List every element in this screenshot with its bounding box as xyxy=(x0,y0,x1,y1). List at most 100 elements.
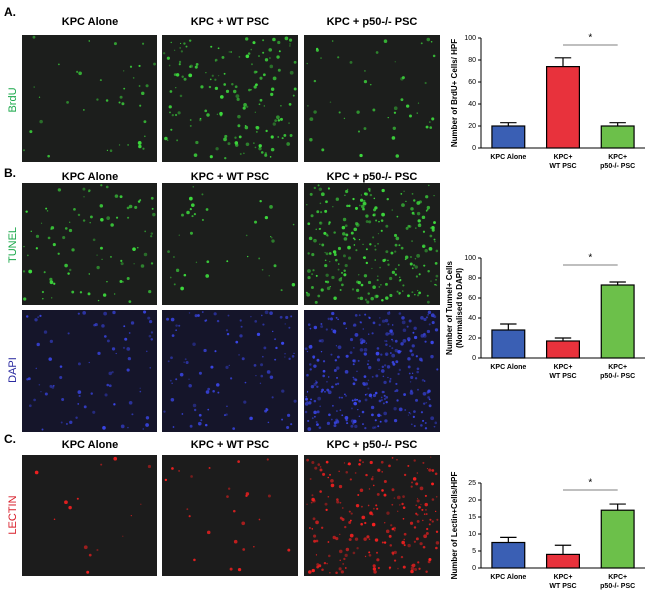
cell-dot xyxy=(254,220,258,224)
cell-dot xyxy=(413,459,416,462)
cell-dot xyxy=(333,253,337,257)
cell-dot xyxy=(358,463,361,466)
cell-dot xyxy=(401,203,405,207)
cell-dot xyxy=(106,280,108,283)
cell-dot xyxy=(88,273,91,275)
cell-dot xyxy=(230,51,233,53)
cell-dot xyxy=(376,358,381,362)
cell-dot xyxy=(313,110,317,114)
cell-dot xyxy=(313,79,317,83)
cell-dot xyxy=(370,296,374,301)
cell-dot xyxy=(179,47,181,49)
cell-dot xyxy=(122,346,126,349)
cell-dot xyxy=(408,319,412,323)
cell-dot xyxy=(188,378,190,380)
cell-dot xyxy=(272,37,276,42)
cell-dot xyxy=(237,460,240,463)
cell-dot xyxy=(96,265,100,270)
cell-dot xyxy=(384,419,388,423)
cell-dot xyxy=(253,142,255,144)
cell-dot xyxy=(348,538,352,542)
cell-dot xyxy=(324,259,327,262)
cell-dot xyxy=(129,65,133,68)
cell-dot xyxy=(327,376,330,378)
cell-dot xyxy=(331,40,334,42)
cell-dot xyxy=(352,363,355,366)
cell-dot xyxy=(394,243,398,247)
cell-dot xyxy=(170,398,175,402)
cell-dot xyxy=(119,195,123,199)
cell-dot xyxy=(401,320,406,325)
cell-dot xyxy=(292,223,295,226)
cell-dot xyxy=(284,323,286,325)
cell-dot xyxy=(326,381,328,383)
cell-dot xyxy=(26,254,29,257)
cell-dot xyxy=(409,262,413,266)
cell-dot xyxy=(316,410,320,414)
cell-dot xyxy=(336,366,340,370)
cell-dot xyxy=(192,403,197,408)
cell-dot xyxy=(425,531,429,535)
cell-dot xyxy=(146,350,148,353)
cell-dot xyxy=(401,540,406,545)
cell-dot xyxy=(337,56,340,59)
cell-dot xyxy=(67,272,70,275)
cell-dot xyxy=(383,480,387,484)
cell-dot xyxy=(380,396,383,399)
cell-dot xyxy=(361,410,365,414)
cell-dot xyxy=(33,86,35,88)
cell-dot xyxy=(352,376,354,378)
cell-dot xyxy=(290,315,293,318)
x-tick-label: p50-/- PSC xyxy=(600,373,635,380)
cell-dot xyxy=(188,73,193,78)
cell-dot xyxy=(387,259,389,262)
cell-dot xyxy=(49,384,53,388)
cell-dot xyxy=(435,495,438,498)
cell-dot xyxy=(391,209,394,211)
cell-dot xyxy=(323,231,327,235)
cell-dot xyxy=(52,384,55,387)
cell-dot xyxy=(205,319,208,321)
cell-dot xyxy=(124,337,128,341)
cell-dot xyxy=(360,283,364,287)
cell-dot xyxy=(419,357,423,362)
cell-dot xyxy=(398,291,401,295)
cell-dot xyxy=(318,426,322,430)
y-tick-label: 15 xyxy=(468,514,476,521)
cell-dot xyxy=(435,530,439,533)
cell-dot xyxy=(352,551,356,555)
y-tick-label: 0 xyxy=(472,145,476,152)
cell-dot xyxy=(342,232,346,236)
y-tick-label: 100 xyxy=(464,255,476,262)
cell-dot xyxy=(171,113,174,117)
cell-dot xyxy=(358,459,362,462)
cell-dot xyxy=(385,282,388,286)
cell-dot xyxy=(198,371,202,375)
cell-dot xyxy=(337,382,340,385)
cell-dot xyxy=(309,327,312,330)
cell-dot xyxy=(326,286,331,291)
cell-dot xyxy=(225,365,229,370)
cell-dot xyxy=(398,312,402,315)
cell-dot xyxy=(193,408,197,412)
cell-dot xyxy=(386,511,390,515)
cell-dot xyxy=(284,36,289,41)
cell-dot xyxy=(178,63,181,66)
cell-dot xyxy=(424,340,427,343)
cell-dot xyxy=(314,415,316,418)
cell-dot xyxy=(377,425,380,428)
cell-dot xyxy=(291,282,296,287)
cell-dot xyxy=(45,207,48,210)
cell-dot xyxy=(313,539,317,543)
cell-dot xyxy=(428,404,432,408)
cell-dot xyxy=(245,142,250,147)
cell-dot xyxy=(417,219,421,223)
cell-dot xyxy=(289,43,291,45)
cell-dot xyxy=(47,154,50,158)
cell-dot xyxy=(363,375,367,378)
cell-dot xyxy=(416,211,421,216)
cell-dot xyxy=(304,347,308,351)
cell-dot xyxy=(375,351,380,356)
cell-dot xyxy=(435,274,439,278)
cell-dot xyxy=(34,318,38,322)
